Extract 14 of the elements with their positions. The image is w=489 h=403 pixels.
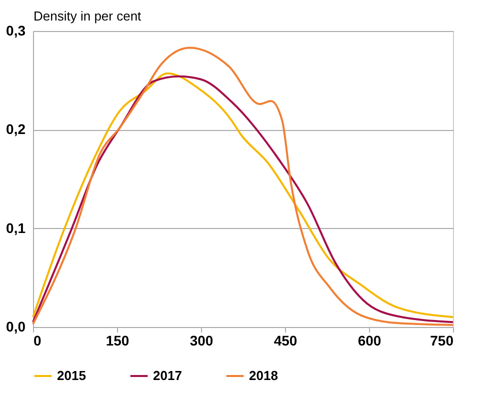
legend-label: 2015 — [57, 368, 86, 383]
x-tick-label: 750 — [430, 332, 454, 348]
x-tick-label: 0 — [34, 332, 42, 348]
y-tick-label: 0,3 — [6, 22, 26, 38]
y-tick-label: 0,2 — [6, 121, 26, 138]
x-tick-label: 600 — [358, 332, 382, 348]
legend-label: 2018 — [249, 368, 278, 383]
y-axis-title: Density in per cent — [34, 8, 142, 24]
y-tick-label: 0,1 — [6, 220, 26, 236]
legend-label: 2017 — [153, 368, 182, 383]
x-tick-label: 450 — [274, 332, 298, 348]
y-tick-label: 0,0 — [6, 318, 26, 334]
x-tick-label: 150 — [106, 332, 130, 348]
x-tick-label: 300 — [190, 332, 214, 348]
